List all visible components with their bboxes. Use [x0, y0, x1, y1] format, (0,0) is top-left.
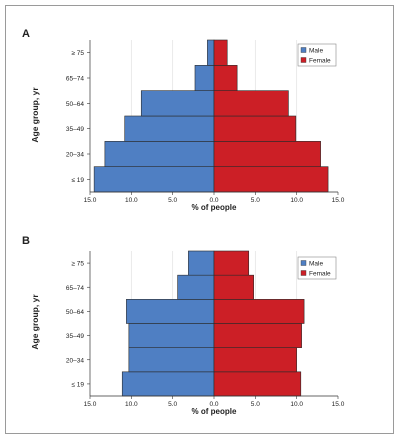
legend-swatch-male — [300, 260, 307, 266]
bar-male — [124, 115, 215, 142]
plot-area: ≤ 19 20–34 35–49 50–64 65–74 ≥ 75 15.0 10.0 5.0 0… — [66, 250, 345, 408]
panel-a: A Age group, yr % of people ≤ 19 20–34 35–… — [22, 28, 345, 212]
x-tick-label: 5.0 — [251, 401, 260, 408]
bar-male — [140, 90, 215, 117]
bar-male — [126, 299, 215, 324]
x-tick-label: 15.0 — [84, 197, 97, 204]
panel-label: A — [22, 28, 30, 40]
y-tick-label: ≥ 75 — [71, 50, 84, 57]
x-axis-label: % of people — [192, 407, 237, 416]
bar-male — [128, 323, 215, 348]
y-tick-label: 65–74 — [66, 76, 84, 83]
x-tick-label: 0.0 — [209, 401, 218, 408]
x-tick-label: 5.0 — [168, 401, 177, 408]
bar-male — [194, 65, 215, 91]
x-tick-label: 15.0 — [84, 401, 97, 408]
bar-male — [104, 141, 215, 167]
x-tick-label: 15.0 — [332, 197, 345, 204]
y-tick-label: 35–49 — [66, 333, 84, 340]
x-tick-label: 10.0 — [290, 197, 303, 204]
legend-label-male: Male — [309, 48, 323, 55]
bar-female — [213, 65, 238, 91]
y-tick-label: 50–64 — [66, 101, 84, 108]
bar-female — [213, 90, 289, 117]
bar-female — [213, 274, 254, 300]
y-axis-label: Age group, yr — [30, 294, 40, 350]
x-tick-label: 0.0 — [209, 197, 218, 204]
y-tick-label: 20–34 — [66, 357, 84, 364]
bar-female — [213, 347, 297, 373]
legend: Male Female — [297, 43, 337, 67]
x-tick-label: 15.0 — [332, 401, 345, 408]
legend-label-male: Male — [309, 261, 323, 268]
legend-swatch-male — [300, 47, 307, 53]
plot-area: ≤ 19 20–34 35–49 50–64 65–74 ≥ 75 15.0 10.0 5.0 0… — [66, 39, 345, 204]
legend-label-female: Female — [309, 271, 331, 278]
x-tick-label: 10.0 — [290, 401, 303, 408]
legend-label-female: Female — [309, 58, 331, 65]
y-tick-label: ≤ 19 — [71, 381, 84, 388]
y-tick-label: 50–64 — [66, 309, 84, 316]
bar-female — [213, 166, 329, 193]
legend-box — [297, 43, 337, 67]
bar-male — [177, 274, 215, 300]
y-axis-label: Age group, yr — [30, 87, 40, 143]
bar-female — [213, 371, 302, 397]
bar-female — [213, 39, 228, 66]
bar-female — [213, 115, 297, 142]
y-tick-label: 65–74 — [66, 285, 84, 292]
x-axis-label: % of people — [192, 203, 237, 212]
legend-box — [297, 256, 337, 280]
bar-male — [128, 347, 215, 373]
x-tick-label: 5.0 — [168, 197, 177, 204]
x-tick-label: 10.0 — [125, 401, 138, 408]
bar-female — [213, 141, 321, 167]
legend-swatch-female — [300, 270, 307, 276]
x-tick-label: 5.0 — [251, 197, 260, 204]
x-tick-label: 10.0 — [125, 197, 138, 204]
bar-female — [213, 299, 305, 324]
legend: Male Female — [297, 256, 337, 280]
bar-male — [121, 371, 215, 397]
panel-label: B — [22, 235, 30, 247]
legend-swatch-female — [300, 57, 307, 63]
y-tick-label: ≥ 75 — [71, 261, 84, 268]
panel-b: B Age group, yr % of people ≤ 19 20–34 35–… — [22, 235, 345, 416]
bar-male — [207, 39, 215, 66]
bar-male — [93, 166, 215, 193]
y-tick-label: 35–49 — [66, 126, 84, 133]
y-tick-label: ≤ 19 — [71, 177, 84, 184]
bar-female — [213, 250, 250, 276]
y-tick-label: 20–34 — [66, 152, 84, 159]
bar-female — [213, 323, 302, 348]
bar-male — [188, 250, 215, 276]
